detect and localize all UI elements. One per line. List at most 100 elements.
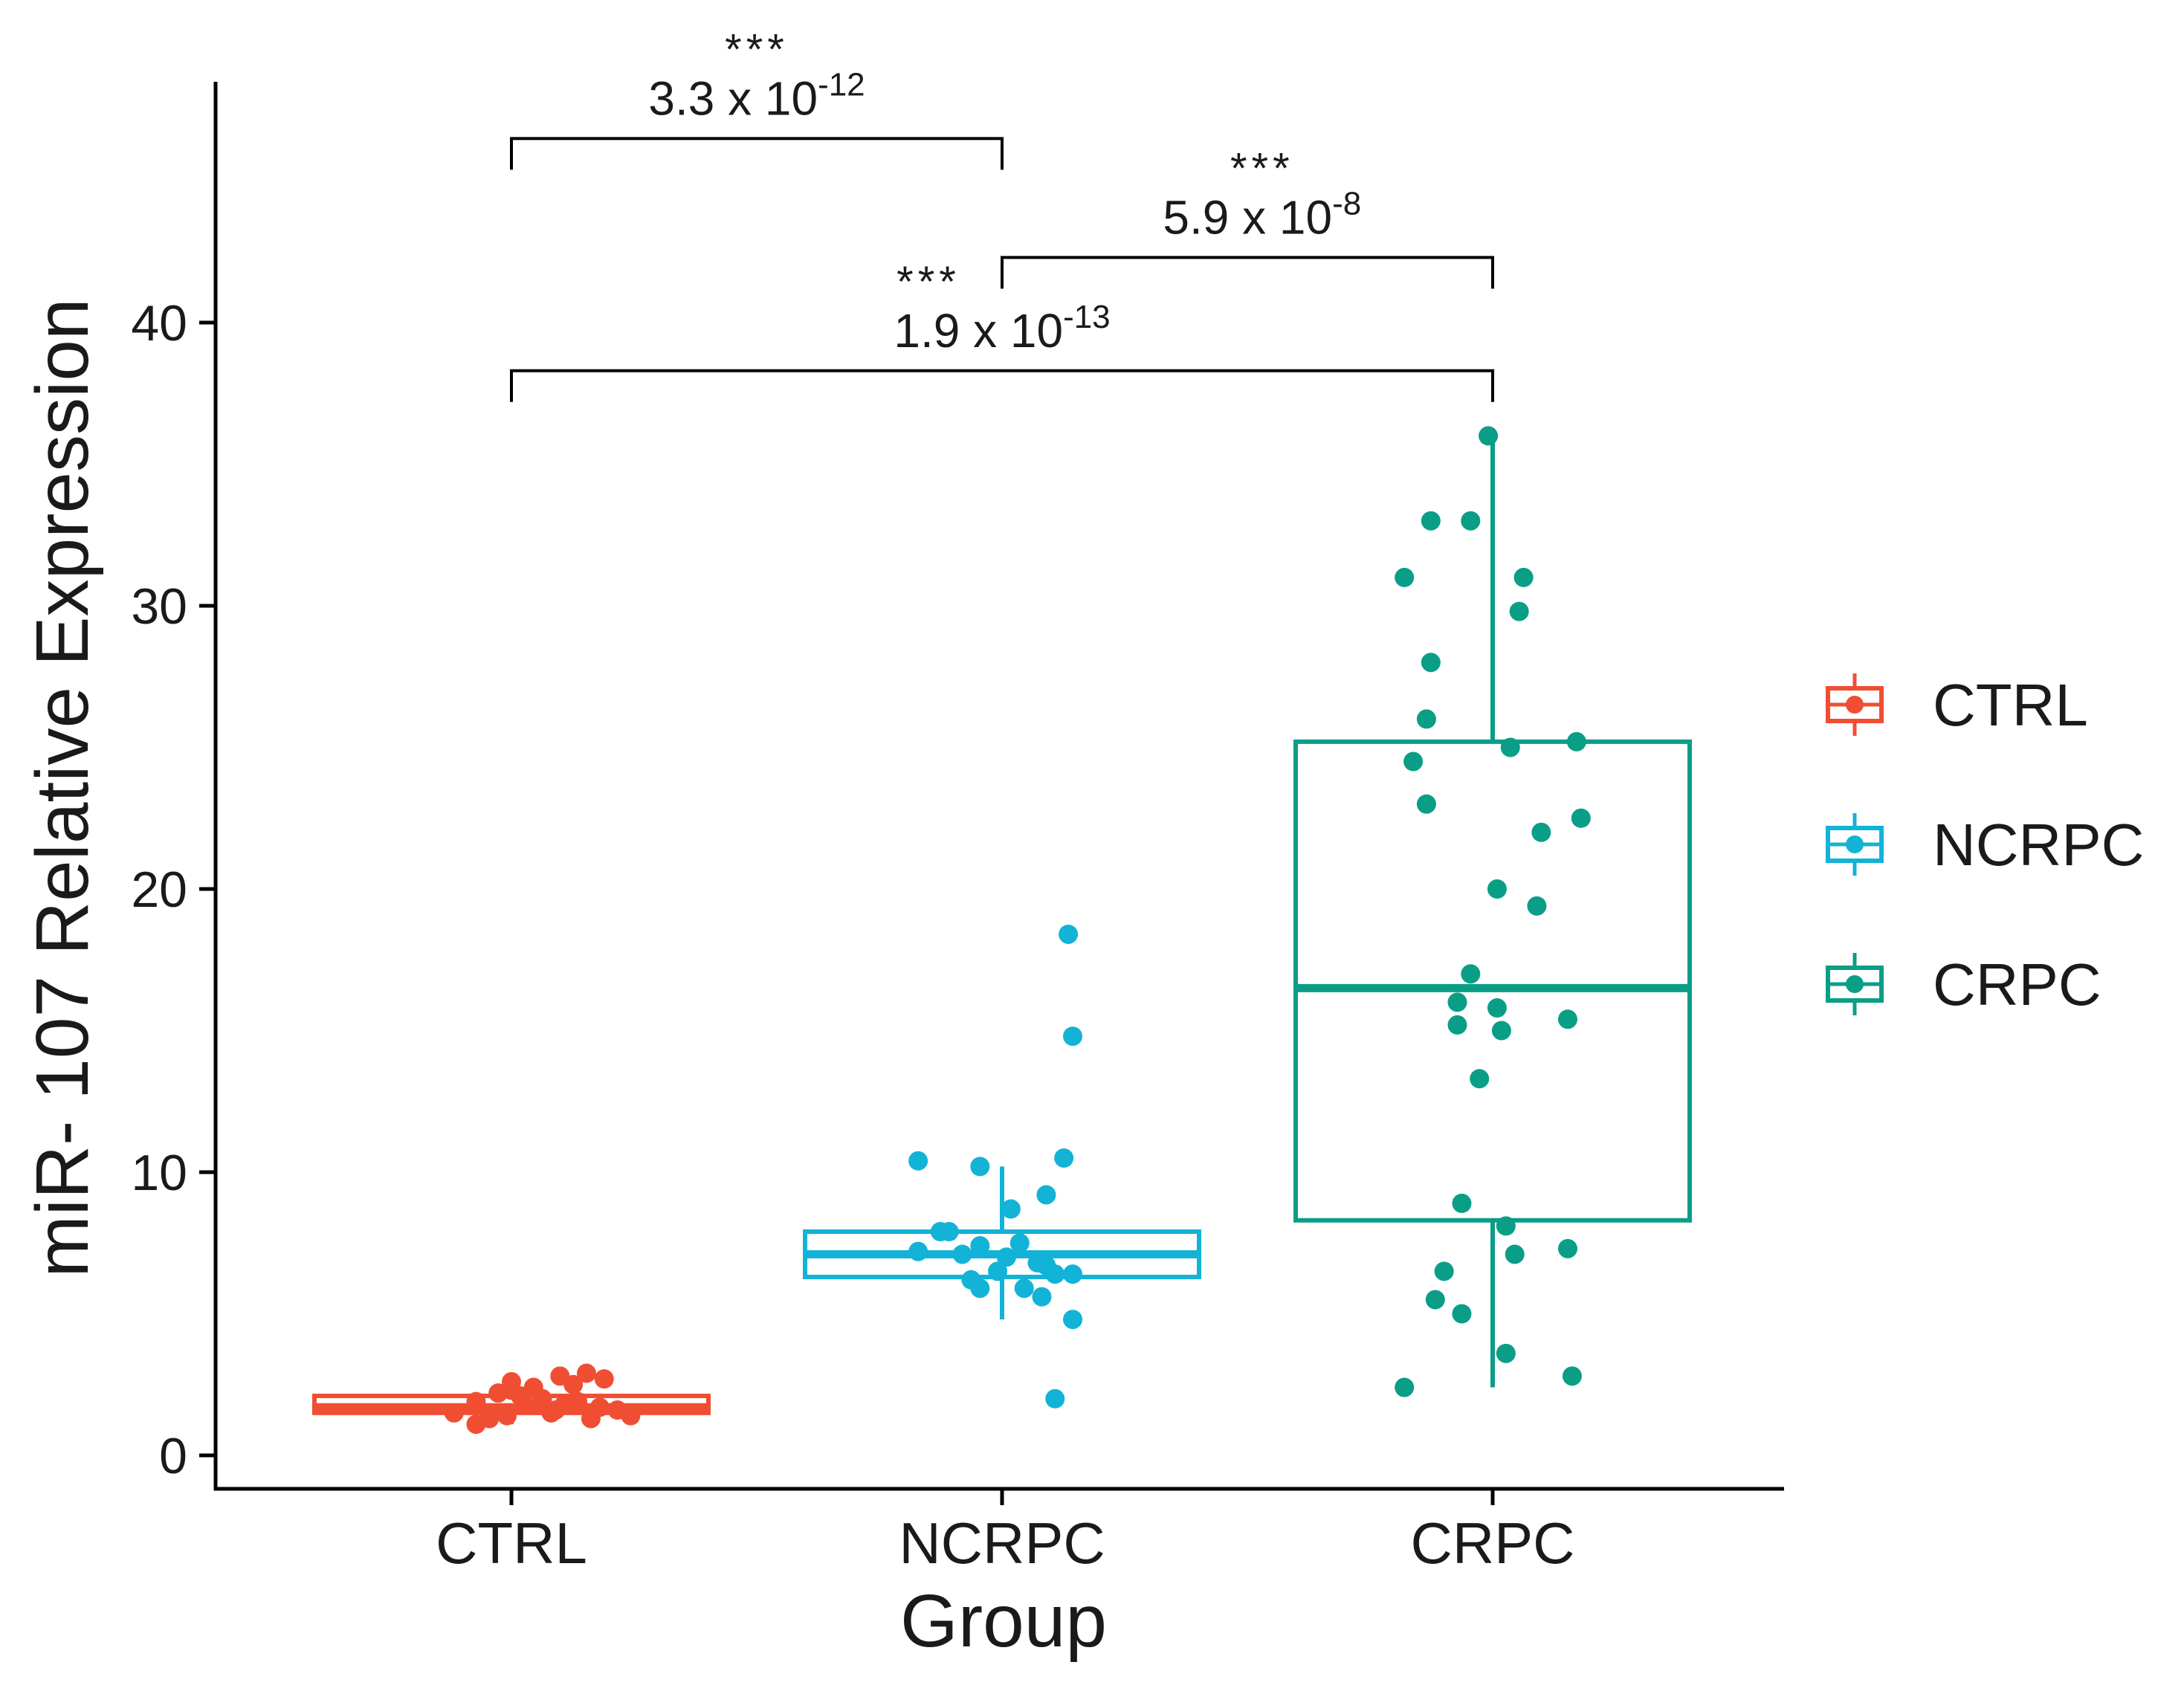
- significance-bracket: ***3.3 x 10-12: [510, 25, 1004, 170]
- x-axis-title: Group: [900, 1580, 1107, 1663]
- data-point: [1487, 998, 1507, 1018]
- points-ctrl: [444, 1363, 641, 1435]
- data-point: [1403, 751, 1424, 772]
- data-point: [1063, 1264, 1083, 1284]
- data-point: [594, 1369, 614, 1389]
- data-point: [1054, 1148, 1074, 1168]
- p-value-label: 1.9 x 10-13: [894, 299, 1110, 358]
- data-point: [970, 1236, 990, 1256]
- legend-label: CRPC: [1933, 951, 2101, 1018]
- data-point: [510, 1386, 530, 1406]
- data-point: [1395, 567, 1415, 587]
- data-point: [1421, 653, 1441, 673]
- data-point: [1447, 992, 1467, 1012]
- data-point: [1566, 731, 1586, 751]
- data-point: [568, 1391, 588, 1412]
- data-point: [1036, 1185, 1056, 1205]
- box-iqr: [1293, 739, 1692, 1223]
- data-point: [1487, 879, 1507, 899]
- box-crpc: [1293, 439, 1692, 1388]
- bracket-line: [1001, 256, 1494, 289]
- data-point: [550, 1366, 570, 1386]
- legend-key-point: [1846, 975, 1864, 993]
- significance-bracket: ***5.9 x 10-8: [1001, 144, 1494, 289]
- data-point: [1470, 1069, 1490, 1089]
- data-point: [1479, 426, 1499, 446]
- data-point: [908, 1151, 928, 1171]
- significance-stars: ***: [1230, 144, 1294, 193]
- data-point: [479, 1409, 500, 1429]
- data-point: [1045, 1264, 1065, 1284]
- data-point: [1461, 511, 1481, 531]
- x-tick-label: CRPC: [1410, 1510, 1574, 1576]
- legend-item-ncrpc: NCRPC: [1826, 812, 2144, 878]
- data-point: [497, 1406, 517, 1426]
- p-value-label: 5.9 x 10-8: [1163, 185, 1361, 244]
- data-point: [1496, 1216, 1516, 1236]
- x-tick-label: NCRPC: [899, 1510, 1105, 1576]
- data-point: [1452, 1304, 1472, 1324]
- data-point: [1032, 1287, 1052, 1307]
- data-point: [581, 1409, 601, 1429]
- legend-item-ctrl: CTRL: [1826, 672, 2088, 738]
- points-crpc: [1395, 426, 1591, 1397]
- significance-stars: ***: [725, 25, 789, 74]
- data-point: [444, 1403, 464, 1423]
- data-point: [1045, 1388, 1065, 1409]
- legend-key-point: [1846, 835, 1864, 853]
- bracket-line: [510, 137, 1004, 170]
- data-point: [970, 1278, 990, 1299]
- y-tick-label: 0: [159, 1428, 187, 1484]
- points-ncrpc: [908, 924, 1083, 1409]
- data-point: [1063, 1310, 1083, 1330]
- significance-bracket: ***1.9 x 10-13: [510, 258, 1494, 402]
- data-point: [1421, 511, 1441, 531]
- legend-key-point: [1846, 696, 1864, 714]
- data-point: [1562, 1366, 1582, 1386]
- data-point: [952, 1244, 972, 1264]
- data-point: [996, 1247, 1016, 1267]
- data-point: [1509, 601, 1529, 621]
- data-point: [1001, 1199, 1021, 1219]
- legend-label: NCRPC: [1933, 812, 2144, 878]
- y-tick-label: 40: [131, 295, 187, 352]
- data-point: [466, 1391, 486, 1412]
- data-point: [1571, 808, 1591, 828]
- data-point: [1434, 1261, 1454, 1281]
- data-point: [1505, 1244, 1525, 1264]
- data-point: [1500, 737, 1520, 757]
- data-point: [1416, 794, 1436, 814]
- data-point: [621, 1406, 641, 1426]
- box-ncrpc: [803, 1166, 1201, 1320]
- data-points: [444, 426, 1591, 1435]
- data-point: [1491, 1021, 1511, 1041]
- axes: 0 10 20 30 40 CTRL NCRPC CRPC: [131, 82, 1784, 1576]
- bracket-line: [510, 369, 1494, 402]
- data-point: [1395, 1377, 1415, 1397]
- data-point: [1416, 709, 1436, 729]
- data-point: [488, 1383, 508, 1403]
- legend-item-crpc: CRPC: [1826, 951, 2101, 1018]
- data-point: [1461, 964, 1481, 984]
- legend-label: CTRL: [1933, 672, 2088, 738]
- data-point: [1513, 567, 1534, 587]
- y-tick-label: 20: [131, 861, 187, 918]
- data-point: [1452, 1193, 1472, 1213]
- data-point: [1527, 896, 1547, 916]
- p-value-label: 3.3 x 10-12: [648, 66, 865, 125]
- significance-stars: ***: [896, 258, 960, 306]
- significance-annotations: ***3.3 x 10-12***5.9 x 10-8***1.9 x 10-1…: [510, 25, 1494, 402]
- data-point: [1447, 1015, 1467, 1035]
- data-point: [970, 1157, 990, 1177]
- data-point: [988, 1261, 1008, 1281]
- data-point: [1059, 924, 1079, 944]
- y-tick-label: 10: [131, 1145, 187, 1201]
- data-point: [1425, 1290, 1445, 1310]
- data-point: [576, 1363, 596, 1383]
- data-point: [1063, 1026, 1083, 1047]
- y-tick-label: 30: [131, 578, 187, 635]
- y-axis-title: miR- 107 Relative Expression: [21, 298, 104, 1277]
- data-point: [1496, 1343, 1516, 1363]
- legend: CTRL NCRPC CRPC: [1826, 672, 2144, 1018]
